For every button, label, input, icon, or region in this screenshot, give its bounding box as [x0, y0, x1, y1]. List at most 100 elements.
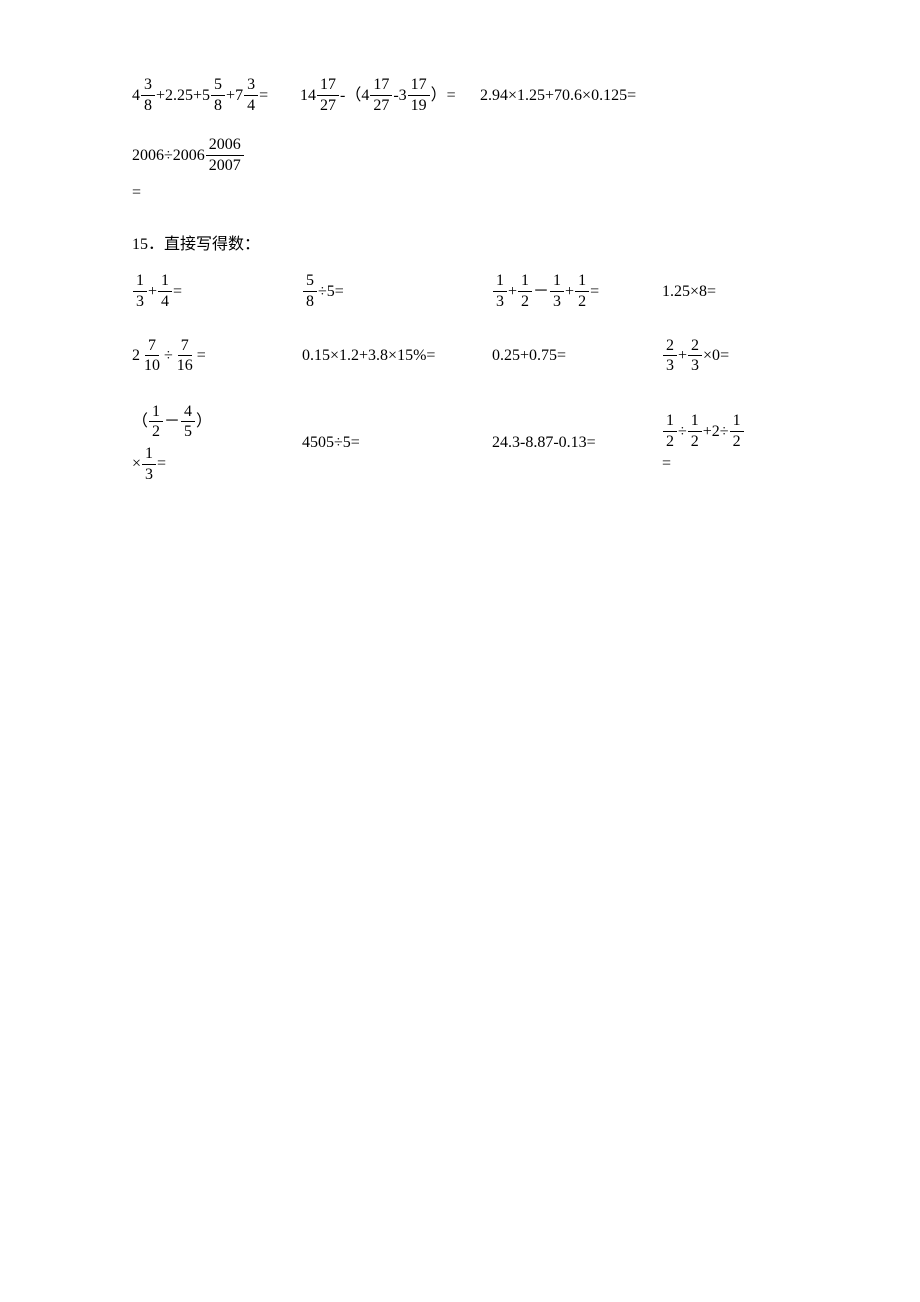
fraction-numerator: 5	[211, 76, 225, 96]
math-text: （	[132, 412, 148, 431]
fraction: 12	[575, 272, 589, 310]
fraction-numerator: 2006	[206, 136, 244, 156]
section-2: 13+14=58÷5=13+12－13+12=1.25×8=2710÷716=0…	[132, 272, 920, 485]
fraction-denominator: 10	[141, 356, 163, 375]
math-text: +	[148, 282, 157, 301]
fraction-numerator: 1	[493, 272, 507, 292]
expr-cell: 2006÷200620062007	[132, 136, 632, 174]
expr-tail: =	[132, 184, 920, 202]
fraction-denominator: 8	[141, 96, 155, 115]
fraction: 12	[149, 403, 163, 441]
math-text: 4505÷5=	[302, 433, 360, 452]
fraction-numerator: 1	[149, 403, 163, 423]
fraction-denominator: 3	[493, 292, 507, 311]
fraction: 12	[663, 412, 677, 450]
fraction-denominator: 3	[688, 356, 702, 375]
math-text: 2	[132, 346, 140, 365]
fraction-numerator: 1	[550, 272, 564, 292]
fraction-numerator: 5	[303, 272, 317, 292]
fraction: 45	[181, 403, 195, 441]
fraction-denominator: 3	[142, 465, 156, 484]
math-text: 2006÷2006	[132, 146, 205, 165]
math-text: 2.94×1.25+70.6×0.125=	[480, 86, 636, 105]
fraction-numerator: 17	[370, 76, 392, 96]
fraction: 38	[141, 76, 155, 114]
calc-cell: 4505÷5=	[302, 433, 492, 452]
fraction-denominator: 2	[688, 432, 702, 451]
math-text: =	[173, 282, 182, 301]
math-text: =	[720, 346, 729, 365]
fraction-denominator: 3	[663, 356, 677, 375]
fraction-denominator: 27	[370, 96, 392, 115]
fraction-denominator: 16	[174, 356, 196, 375]
calc-cell: 0.15×1.2+3.8×15%=	[302, 346, 492, 365]
fraction-numerator: 1	[663, 412, 677, 432]
fraction-numerator: 4	[181, 403, 195, 423]
fraction-denominator: 3	[550, 292, 564, 311]
fraction-denominator: 19	[408, 96, 430, 115]
fraction: 710	[141, 337, 163, 375]
expr-cell: 2.94×1.25+70.6×0.125=	[480, 86, 710, 105]
fraction-denominator: 2	[575, 292, 589, 311]
math-text: +7	[226, 86, 243, 105]
fraction-numerator: 1	[133, 272, 147, 292]
multiline-expr: （12－45） ×13=	[132, 401, 212, 485]
math-text: 24.3-8.87-0.13=	[492, 433, 596, 452]
fraction: 58	[211, 76, 225, 114]
fraction: 1719	[408, 76, 430, 114]
math-text: ÷	[164, 346, 173, 365]
multiline-line: ×13=	[132, 445, 166, 483]
multiline-line: （12－45）	[132, 403, 212, 441]
fraction-numerator: 17	[408, 76, 430, 96]
math-text: +2.25+5	[156, 86, 210, 105]
math-text: 14	[300, 86, 316, 105]
multiline-line: 12÷12+2÷12	[662, 412, 745, 450]
fraction: 13	[142, 445, 156, 483]
fraction: 20062007	[206, 136, 244, 174]
section-1: 438+2.25+558+734=141727-（41727-31719）=2.…	[132, 76, 920, 202]
math-text: －	[533, 282, 549, 301]
calc-row: （12－45）×13=4505÷5=24.3-8.87-0.13=12÷12+2…	[132, 401, 920, 485]
calc-cell: 12÷12+2÷12 =	[662, 410, 832, 475]
math-text: 1.25×8=	[662, 282, 716, 301]
fraction: 716	[174, 337, 196, 375]
fraction-numerator: 1	[730, 412, 744, 432]
math-text: =	[662, 454, 671, 473]
fraction-denominator: 2	[149, 422, 163, 441]
fraction-denominator: 2	[730, 432, 744, 451]
multiline-line: =	[662, 454, 671, 473]
fraction-denominator: 4	[244, 96, 258, 115]
fraction-numerator: 17	[317, 76, 339, 96]
fraction-numerator: 1	[142, 445, 156, 465]
fraction: 12	[730, 412, 744, 450]
fraction-numerator: 7	[178, 337, 192, 357]
expr-cell: 438+2.25+558+734=	[132, 76, 300, 114]
fraction-denominator: 2007	[206, 156, 244, 175]
fraction: 14	[158, 272, 172, 310]
math-text: +	[678, 346, 687, 365]
calc-cell: 13+14=	[132, 272, 302, 310]
fraction-denominator: 4	[158, 292, 172, 311]
fraction-numerator: 2	[688, 337, 702, 357]
expr-row: 2006÷200620062007	[132, 136, 920, 174]
multiline-expr: 12÷12+2÷12 =	[662, 410, 745, 475]
math-text: 4	[132, 86, 140, 105]
calc-cell: 58÷5=	[302, 272, 492, 310]
math-text: -3	[393, 86, 406, 105]
calc-row: 13+14=58÷5=13+12－13+12=1.25×8=	[132, 272, 920, 310]
page: 438+2.25+558+734=141727-（41727-31719）=2.…	[0, 0, 920, 485]
expr-cell: 141727-（41727-31719）=	[300, 76, 480, 114]
fraction-denominator: 27	[317, 96, 339, 115]
math-text: =	[590, 282, 599, 301]
math-text: 0.15×1.2+3.8×15%=	[302, 346, 435, 365]
expr-row: 438+2.25+558+734=141727-（41727-31719）=2.…	[132, 76, 920, 114]
math-text: =	[259, 86, 268, 105]
calc-cell: 2710÷716=	[132, 337, 302, 375]
math-text: ×	[132, 454, 141, 473]
fraction-numerator: 7	[145, 337, 159, 357]
calc-cell: 1.25×8=	[662, 282, 832, 301]
math-text: =	[335, 282, 344, 301]
fraction-denominator: 8	[303, 292, 317, 311]
fraction: 13	[550, 272, 564, 310]
calc-cell: 23+23×0=	[662, 337, 832, 375]
